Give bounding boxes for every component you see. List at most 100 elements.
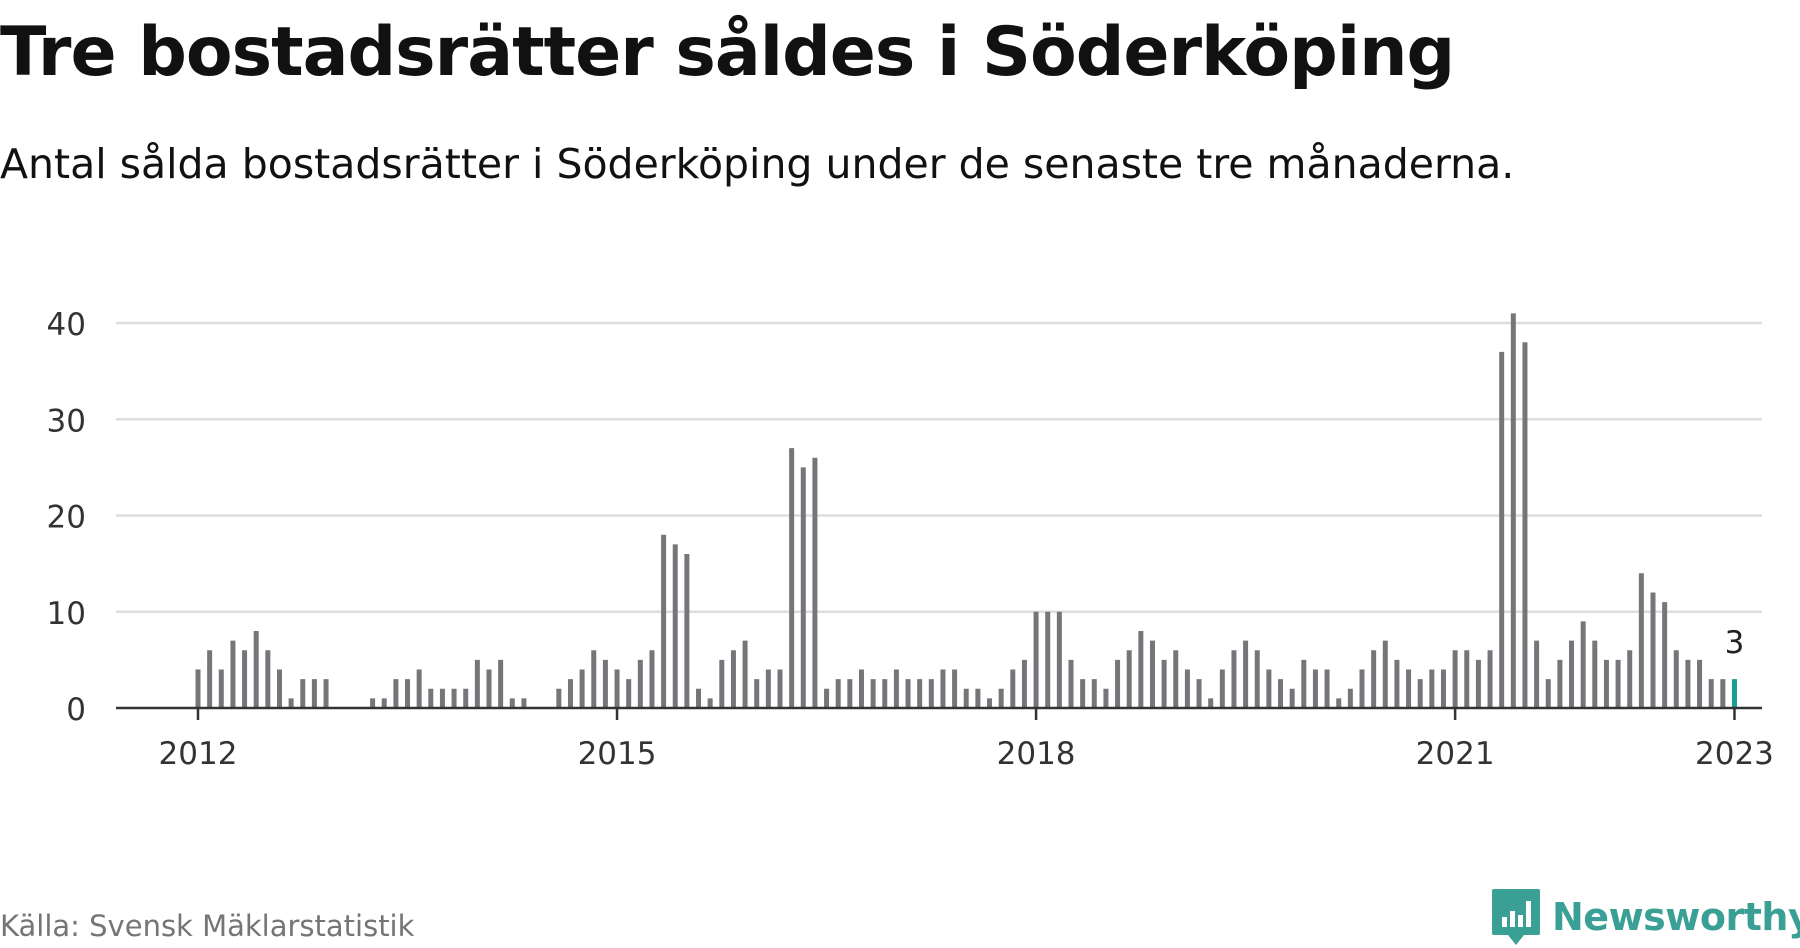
bar xyxy=(917,679,923,708)
bar xyxy=(1301,659,1307,708)
bar xyxy=(1510,313,1516,708)
brand-name: Newsworthy xyxy=(1552,895,1800,939)
bar xyxy=(416,669,422,708)
bar xyxy=(253,631,259,708)
bar xyxy=(847,679,853,708)
bar xyxy=(928,679,934,708)
bar xyxy=(1440,669,1446,708)
bar xyxy=(591,650,597,708)
bar xyxy=(428,688,434,708)
bar xyxy=(1627,650,1633,708)
bar xyxy=(370,698,376,708)
bar xyxy=(1138,631,1144,708)
bar xyxy=(242,650,248,708)
bar xyxy=(1103,688,1109,708)
bar xyxy=(265,650,271,708)
x-tick-label: 2015 xyxy=(578,736,657,772)
bar xyxy=(1149,640,1155,708)
bar xyxy=(1324,669,1330,708)
bar xyxy=(719,659,725,708)
bar xyxy=(661,534,667,708)
chart-subtitle: Antal sålda bostadsrätter i Söderköping … xyxy=(0,140,1515,188)
bar xyxy=(1173,650,1179,708)
bar xyxy=(498,659,504,708)
bar xyxy=(952,669,958,708)
bar xyxy=(1697,659,1703,708)
bar xyxy=(975,688,981,708)
bar xyxy=(1021,659,1027,708)
bar xyxy=(1231,650,1237,708)
bar xyxy=(963,688,969,708)
bar xyxy=(1580,621,1586,708)
bar xyxy=(1429,669,1435,708)
chart-title: Tre bostadsrätter såldes i Söderköping xyxy=(0,13,1455,92)
bar xyxy=(882,679,888,708)
x-axis: 2012 2015 2018 2021 2023 xyxy=(116,706,1774,772)
bar xyxy=(602,659,608,708)
bar xyxy=(754,679,760,708)
bar xyxy=(1243,640,1249,708)
bar xyxy=(1126,650,1132,708)
bar xyxy=(451,688,457,708)
last-value-label: 3 xyxy=(1725,625,1745,661)
bar xyxy=(940,669,946,708)
bar xyxy=(730,650,736,708)
bar xyxy=(637,659,643,708)
bar xyxy=(1650,592,1656,708)
bar xyxy=(742,640,748,708)
x-tick-label: 2018 xyxy=(997,736,1076,772)
bar xyxy=(1278,679,1284,708)
bar xyxy=(1464,650,1470,708)
bar xyxy=(1161,659,1167,708)
bar xyxy=(1708,679,1714,708)
bar xyxy=(1569,640,1575,708)
bar xyxy=(218,669,224,708)
bar xyxy=(1638,573,1644,708)
y-tick-label: 0 xyxy=(66,692,86,728)
bar xyxy=(1603,659,1609,708)
bar xyxy=(800,467,806,708)
bar xyxy=(858,669,864,708)
brand-logo[interactable]: Newsworthy xyxy=(1490,886,1800,948)
bar xyxy=(1406,669,1412,708)
bar xyxy=(1382,640,1388,708)
bar xyxy=(1254,650,1260,708)
bar xyxy=(1359,669,1365,708)
bar xyxy=(393,679,399,708)
bar xyxy=(1673,650,1679,708)
bar xyxy=(812,457,818,708)
bar xyxy=(765,669,771,708)
bar xyxy=(684,554,690,708)
bar xyxy=(1312,669,1318,708)
bar xyxy=(1196,679,1202,708)
bar xyxy=(998,688,1004,708)
bar xyxy=(1219,669,1225,708)
y-tick-label: 30 xyxy=(47,403,86,439)
y-tick-label: 20 xyxy=(47,500,86,536)
bar xyxy=(474,659,480,708)
bar xyxy=(323,679,329,708)
bar xyxy=(1184,669,1190,708)
bar xyxy=(1336,698,1342,708)
bar xyxy=(1266,669,1272,708)
bar xyxy=(230,640,236,708)
bar xyxy=(1557,659,1563,708)
bar xyxy=(987,698,993,708)
newsworthy-logo-icon xyxy=(1492,889,1540,945)
y-tick-label: 40 xyxy=(47,307,86,343)
bar xyxy=(463,688,469,708)
bar xyxy=(521,698,527,708)
bar xyxy=(1289,688,1295,708)
bar xyxy=(1347,688,1353,708)
bar xyxy=(1685,659,1691,708)
highlighted-bar xyxy=(1731,679,1737,708)
bar-series xyxy=(195,313,1737,708)
x-tick-label: 2012 xyxy=(159,736,238,772)
bar xyxy=(696,688,702,708)
bar xyxy=(614,669,620,708)
bar xyxy=(1115,659,1121,708)
bar xyxy=(905,679,911,708)
bar xyxy=(579,669,585,708)
y-axis-ticks: 0 10 20 30 40 xyxy=(47,307,86,728)
